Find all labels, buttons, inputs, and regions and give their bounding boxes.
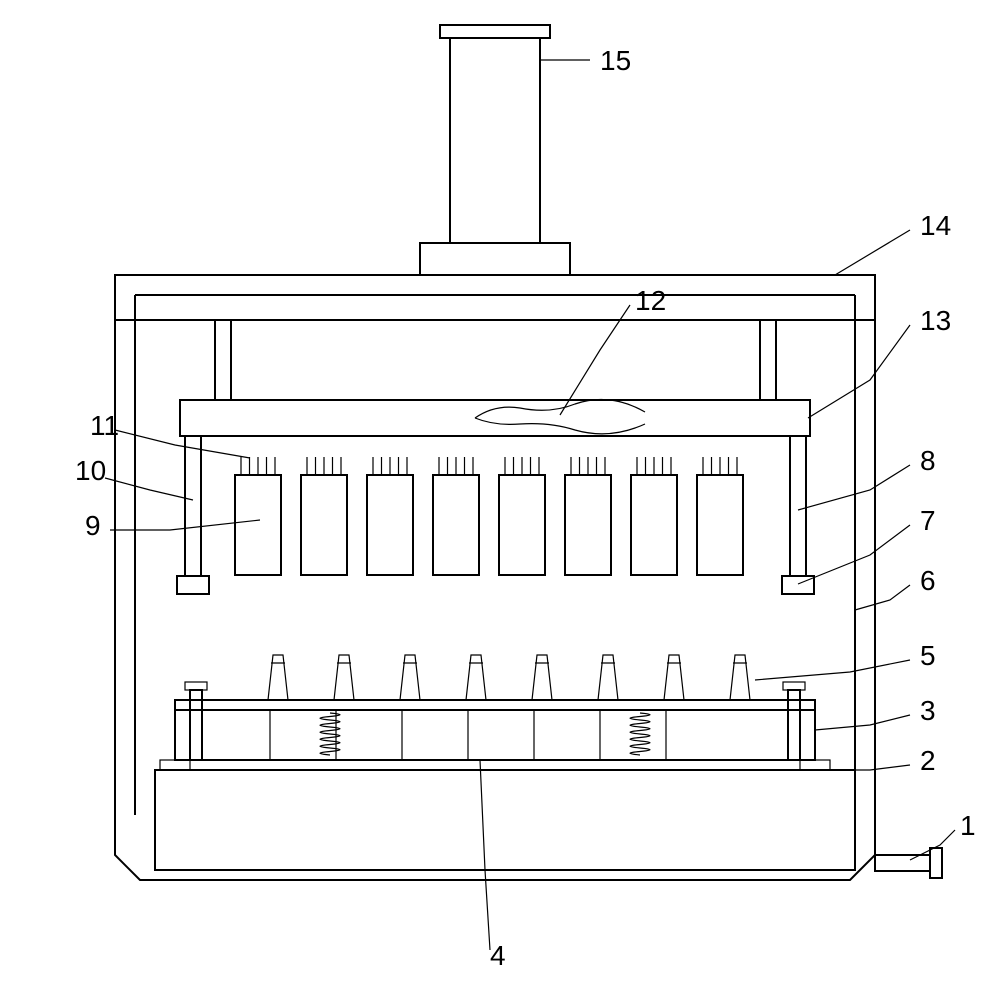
spring xyxy=(320,713,340,755)
label-10: 10 xyxy=(75,455,106,486)
pin xyxy=(268,655,288,700)
leader-5 xyxy=(755,660,910,680)
side-rod-r xyxy=(790,436,806,576)
upper-block xyxy=(499,475,545,575)
label-13: 13 xyxy=(920,305,951,336)
pin xyxy=(400,655,420,700)
plate-top xyxy=(175,700,815,710)
pin xyxy=(664,655,684,700)
plate-body xyxy=(175,710,815,760)
cross-beam xyxy=(180,400,810,436)
leader-4 xyxy=(480,760,490,950)
hanger-r xyxy=(760,320,776,400)
spring xyxy=(630,713,650,755)
inner-wall xyxy=(135,295,855,815)
label-4: 4 xyxy=(490,940,506,971)
hanger-l xyxy=(215,320,231,400)
side-foot-r xyxy=(782,576,814,594)
post-cap xyxy=(185,682,207,690)
upper-block xyxy=(301,475,347,575)
top-plate xyxy=(115,275,875,320)
upper-block xyxy=(697,475,743,575)
pin xyxy=(532,655,552,700)
upper-block xyxy=(565,475,611,575)
pin xyxy=(334,655,354,700)
leader-12 xyxy=(560,305,630,415)
upper-block xyxy=(433,475,479,575)
label-6: 6 xyxy=(920,565,936,596)
leader-14 xyxy=(835,230,910,275)
cyl-body xyxy=(450,38,540,243)
side-foot-l xyxy=(177,576,209,594)
leader-13 xyxy=(808,325,910,418)
upper-block xyxy=(367,475,413,575)
outlet-cap xyxy=(930,848,942,878)
label-14: 14 xyxy=(920,210,951,241)
side-rod-l xyxy=(185,436,201,576)
label-3: 3 xyxy=(920,695,936,726)
tank xyxy=(155,770,855,870)
handle xyxy=(475,400,645,434)
label-11: 11 xyxy=(90,410,119,441)
upper-block xyxy=(235,475,281,575)
pin xyxy=(598,655,618,700)
label-2: 2 xyxy=(920,745,936,776)
upper-block xyxy=(631,475,677,575)
leader-10 xyxy=(105,478,193,500)
cyl-base xyxy=(420,243,570,275)
label-5: 5 xyxy=(920,640,936,671)
outlet-pipe xyxy=(875,855,930,871)
label-1: 1 xyxy=(960,810,976,841)
label-15: 15 xyxy=(600,45,631,76)
cyl-cap xyxy=(440,25,550,38)
tank-tab-l xyxy=(160,760,190,770)
tank-tab-r xyxy=(800,760,830,770)
leader-3 xyxy=(815,715,910,730)
label-12: 12 xyxy=(635,285,666,316)
label-9: 9 xyxy=(85,510,101,541)
label-8: 8 xyxy=(920,445,936,476)
pin xyxy=(730,655,750,700)
label-7: 7 xyxy=(920,505,936,536)
leader-6 xyxy=(855,585,910,610)
post-cap xyxy=(783,682,805,690)
pin xyxy=(466,655,486,700)
